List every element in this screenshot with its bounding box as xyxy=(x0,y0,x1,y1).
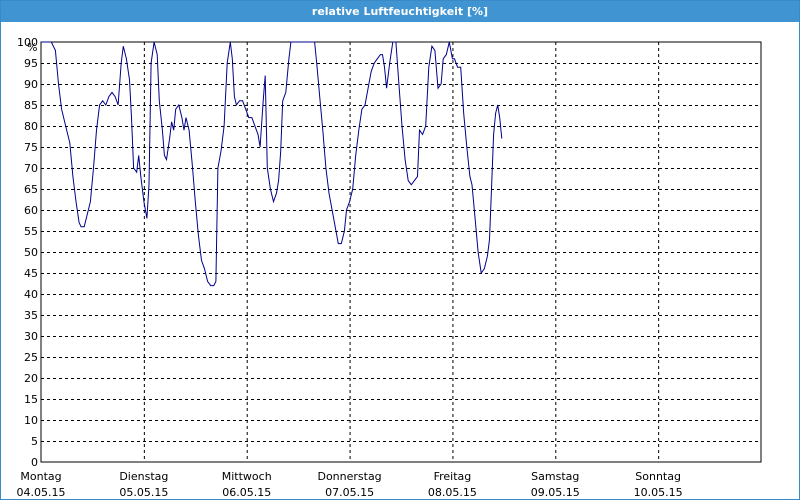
x-tick-date-label: 06.05.15 xyxy=(222,486,271,499)
y-tick-label: 55 xyxy=(24,225,38,238)
y-tick-label: 90 xyxy=(24,78,38,91)
x-tick-date-label: 04.05.15 xyxy=(17,486,66,499)
y-tick-label: 25 xyxy=(24,351,38,364)
y-tick-label: 50 xyxy=(24,246,38,259)
y-tick-label: 80 xyxy=(24,120,38,133)
y-tick-label: 85 xyxy=(24,99,38,112)
x-tick-date-label: 09.05.15 xyxy=(531,486,580,499)
y-tick-label: 100 xyxy=(17,36,38,49)
x-tick-day-label: Dienstag xyxy=(119,470,168,483)
grid-lines xyxy=(41,42,761,462)
series-line-humidity xyxy=(41,41,503,287)
x-tick-day-label: Donnerstag xyxy=(317,470,381,483)
x-tick-day-label: Montag xyxy=(20,470,61,483)
x-tick-day-label: Sonntag xyxy=(635,470,681,483)
y-tick-label: 35 xyxy=(24,309,38,322)
y-tick-label: 45 xyxy=(24,267,38,280)
x-tick-date-label: 08.05.15 xyxy=(428,486,477,499)
y-tick-label: 15 xyxy=(24,393,38,406)
y-tick-label: 5 xyxy=(31,435,38,448)
y-tick-label: 30 xyxy=(24,330,38,343)
y-tick-label: 70 xyxy=(24,162,38,175)
y-tick-label: 0 xyxy=(31,456,38,469)
window-title-bar: relative Luftfeuchtigkeit [%] xyxy=(1,1,799,22)
x-tick-day-label: Samstag xyxy=(531,470,579,483)
y-tick-label: 40 xyxy=(24,288,38,301)
y-tick-label: 20 xyxy=(24,372,38,385)
y-tick-label: 10 xyxy=(24,414,38,427)
y-axis-tick-labels: 0 5 10 15 20 25 30 35 40 45 50 55 60 65 70 75 80 85 90 95 10… xyxy=(17,36,38,469)
y-tick-label: 75 xyxy=(24,141,38,154)
x-tick-day-label: Freitag xyxy=(434,470,472,483)
y-tick-label: 95 xyxy=(24,57,38,70)
x-tick-date-label: 07.05.15 xyxy=(325,486,374,499)
x-tick-date-label: 05.05.15 xyxy=(119,486,168,499)
x-tick-date-label: 10.05.15 xyxy=(634,486,683,499)
y-tick-label: 60 xyxy=(24,204,38,217)
x-axis-tick-labels: Montag 04.05.15 Dienstag 05.05.15 Mittwoch 06… xyxy=(17,470,683,499)
x-tick-day-label: Mittwoch xyxy=(222,470,272,483)
y-tick-label: 65 xyxy=(24,183,38,196)
y-axis-unit-label: % xyxy=(27,41,37,54)
